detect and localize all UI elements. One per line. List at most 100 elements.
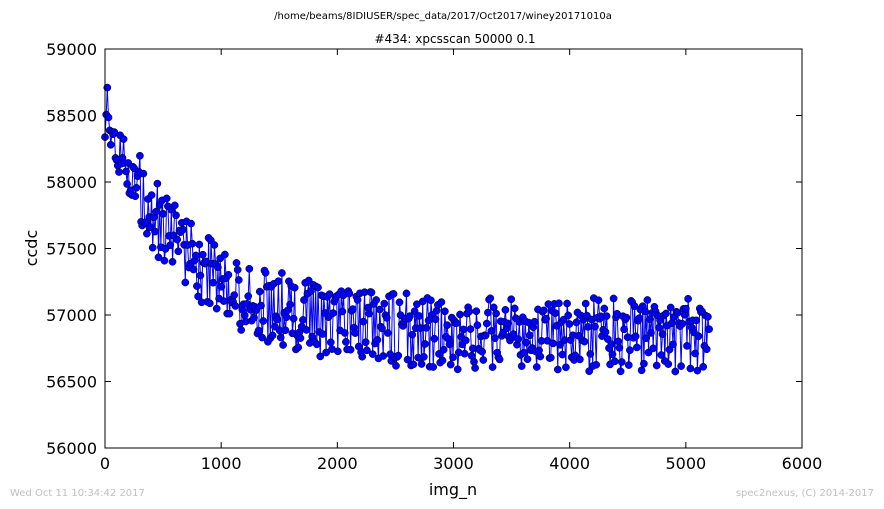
data-point bbox=[420, 353, 428, 361]
data-point bbox=[482, 319, 491, 328]
data-point bbox=[406, 312, 414, 320]
data-point bbox=[608, 350, 617, 359]
y-tick-label: 58500 bbox=[46, 107, 97, 126]
data-point bbox=[189, 265, 198, 274]
data-point bbox=[576, 355, 584, 364]
data-point bbox=[501, 306, 510, 314]
data-point bbox=[647, 329, 655, 337]
data-point bbox=[652, 361, 661, 370]
data-point bbox=[584, 323, 592, 331]
data-point bbox=[509, 330, 518, 339]
data-point bbox=[551, 309, 560, 317]
data-point bbox=[600, 304, 609, 313]
data-point bbox=[378, 324, 386, 333]
data-point bbox=[562, 363, 570, 372]
data-point bbox=[257, 301, 265, 310]
data-point bbox=[694, 332, 703, 341]
data-point bbox=[289, 314, 298, 323]
data-point bbox=[438, 356, 447, 365]
data-point bbox=[338, 307, 347, 316]
data-point bbox=[556, 340, 564, 349]
data-point bbox=[491, 334, 499, 343]
data-point bbox=[131, 192, 140, 201]
data-point bbox=[345, 289, 354, 298]
x-tick-label: 6000 bbox=[782, 454, 823, 473]
data-point bbox=[148, 243, 157, 252]
data-point bbox=[452, 319, 461, 328]
data-point bbox=[517, 362, 526, 370]
data-point bbox=[591, 322, 599, 331]
data-point bbox=[602, 312, 611, 320]
data-point bbox=[394, 351, 403, 360]
data-point bbox=[231, 302, 240, 310]
data-point bbox=[615, 343, 624, 352]
data-point bbox=[258, 333, 266, 342]
data-point bbox=[642, 334, 651, 343]
data-point bbox=[232, 259, 241, 267]
data-point bbox=[166, 241, 175, 250]
data-point bbox=[252, 306, 261, 314]
data-point bbox=[681, 304, 690, 313]
data-point bbox=[503, 319, 512, 328]
data-point bbox=[172, 211, 180, 220]
data-point bbox=[296, 334, 305, 342]
x-axis-label: img_n bbox=[429, 480, 477, 500]
data-point bbox=[616, 367, 625, 376]
data-point bbox=[558, 350, 567, 359]
data-point bbox=[657, 351, 666, 359]
data-point bbox=[563, 299, 571, 308]
data-point bbox=[188, 239, 197, 248]
y-tick-label: 58000 bbox=[46, 173, 97, 192]
data-point bbox=[553, 365, 562, 374]
data-point bbox=[658, 330, 667, 339]
data-point bbox=[430, 334, 439, 343]
data-point bbox=[539, 306, 548, 315]
data-point bbox=[219, 297, 228, 305]
data-point bbox=[154, 253, 163, 262]
data-point bbox=[669, 340, 677, 349]
data-point bbox=[290, 283, 299, 292]
data-point bbox=[312, 340, 321, 349]
data-point bbox=[233, 265, 242, 274]
chart-suptitle: /home/beams/8IDIUSER/spec_data/2017/Oct2… bbox=[274, 11, 612, 22]
data-point bbox=[415, 312, 424, 320]
data-point bbox=[123, 180, 131, 188]
data-point bbox=[664, 360, 673, 368]
data-point bbox=[255, 287, 264, 296]
data-point bbox=[514, 335, 523, 343]
data-point bbox=[329, 309, 337, 317]
data-point bbox=[626, 346, 634, 355]
data-point bbox=[225, 309, 234, 318]
data-point bbox=[683, 342, 691, 350]
data-point bbox=[160, 256, 169, 265]
data-point bbox=[429, 363, 438, 371]
y-axis-label: ccdc bbox=[22, 230, 41, 267]
data-point bbox=[209, 278, 218, 287]
data-point bbox=[358, 352, 367, 361]
data-point bbox=[610, 357, 619, 366]
data-point bbox=[677, 362, 685, 370]
data-point bbox=[532, 363, 541, 371]
data-point bbox=[403, 355, 412, 364]
data-point bbox=[478, 347, 486, 356]
footer-credit: spec2nexus, (C) 2014-2017 bbox=[735, 488, 874, 499]
data-point bbox=[276, 333, 285, 342]
data-point bbox=[274, 277, 283, 286]
data-point bbox=[580, 337, 589, 346]
data-point bbox=[212, 304, 221, 313]
data-point bbox=[314, 283, 322, 292]
data-point bbox=[383, 329, 392, 337]
data-point bbox=[119, 135, 128, 143]
data-point bbox=[479, 356, 488, 364]
data-point bbox=[299, 316, 307, 324]
data-point bbox=[572, 318, 581, 327]
data-point bbox=[380, 299, 389, 308]
data-point bbox=[699, 362, 708, 371]
x-tick-label: 2000 bbox=[317, 454, 358, 473]
data-point bbox=[273, 315, 282, 324]
y-tick-label: 56000 bbox=[46, 439, 97, 458]
data-point bbox=[300, 296, 308, 304]
data-point bbox=[422, 324, 431, 332]
data-point bbox=[159, 209, 168, 218]
data-point bbox=[302, 326, 311, 334]
